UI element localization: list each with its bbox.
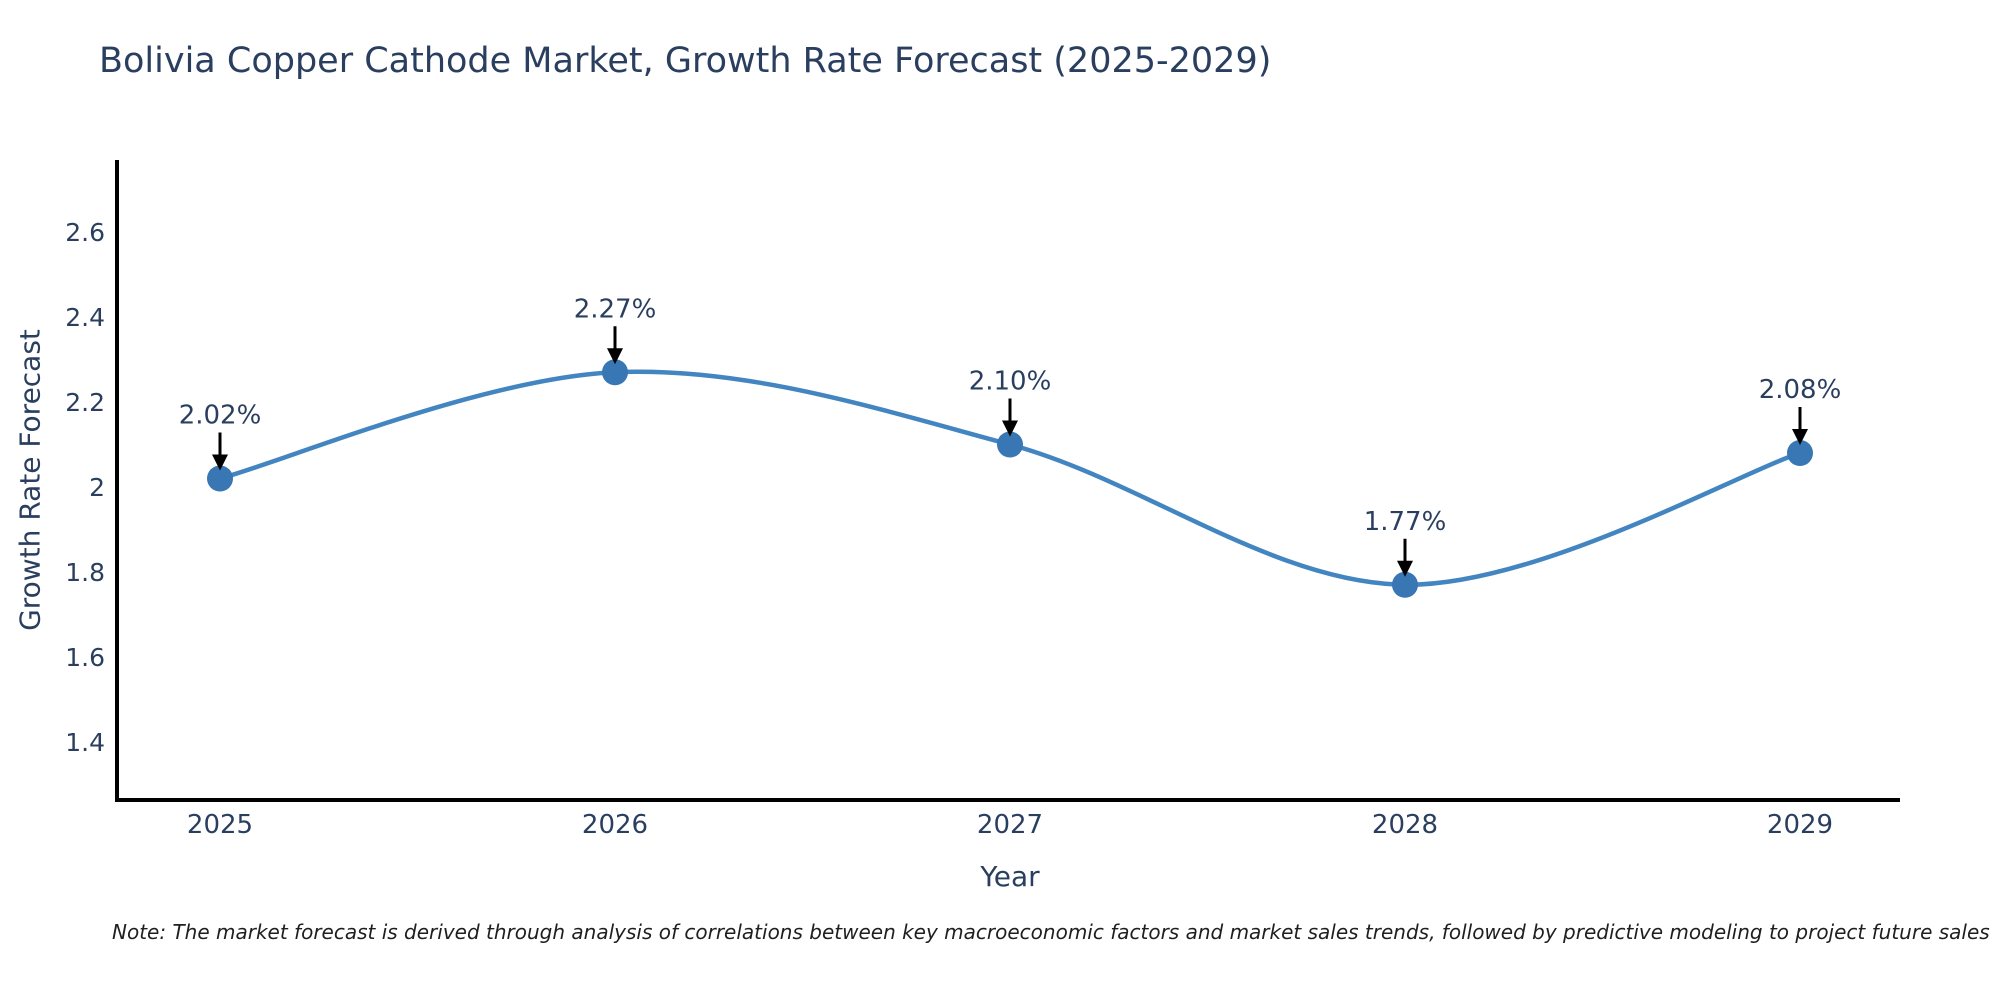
data-point-marker (207, 465, 233, 492)
point-annotation-label: 2.08% (1759, 375, 1842, 405)
y-tick-label: 1.4 (65, 728, 105, 757)
annotation-arrow-head (1002, 420, 1018, 437)
x-axis-title: Year (980, 860, 1040, 893)
y-tick-label: 1.6 (65, 643, 105, 672)
annotation-arrow-head (1397, 560, 1413, 577)
footnote: Note: The market forecast is derived thr… (112, 920, 1990, 944)
x-tick-label: 2029 (1767, 810, 1833, 840)
data-point-marker (1787, 440, 1813, 466)
point-annotation-label: 2.27% (574, 294, 657, 324)
y-tick-label: 2 (89, 473, 105, 502)
x-tick-label: 2027 (977, 810, 1043, 840)
y-tick-label: 2.6 (65, 218, 105, 247)
data-point-marker (602, 359, 628, 386)
y-tick-label: 1.8 (65, 558, 105, 587)
point-annotation-label: 2.02% (179, 401, 262, 431)
x-tick-label: 2026 (582, 810, 648, 840)
chart-title: Bolivia Copper Cathode Market, Growth Ra… (99, 41, 1272, 81)
y-tick-label: 2.4 (65, 303, 105, 332)
data-point-marker (997, 431, 1023, 458)
annotation-arrow-head (607, 348, 623, 365)
point-annotation-label: 2.10% (969, 367, 1052, 397)
data-point-marker (1392, 571, 1418, 598)
point-annotation-label: 1.77% (1364, 507, 1447, 537)
annotation-arrow-head (1792, 429, 1808, 445)
x-tick-label: 2025 (187, 810, 253, 840)
x-tick-label: 2028 (1372, 810, 1438, 840)
annotation-arrow-head (212, 454, 228, 471)
y-tick-label: 2.2 (65, 388, 105, 417)
